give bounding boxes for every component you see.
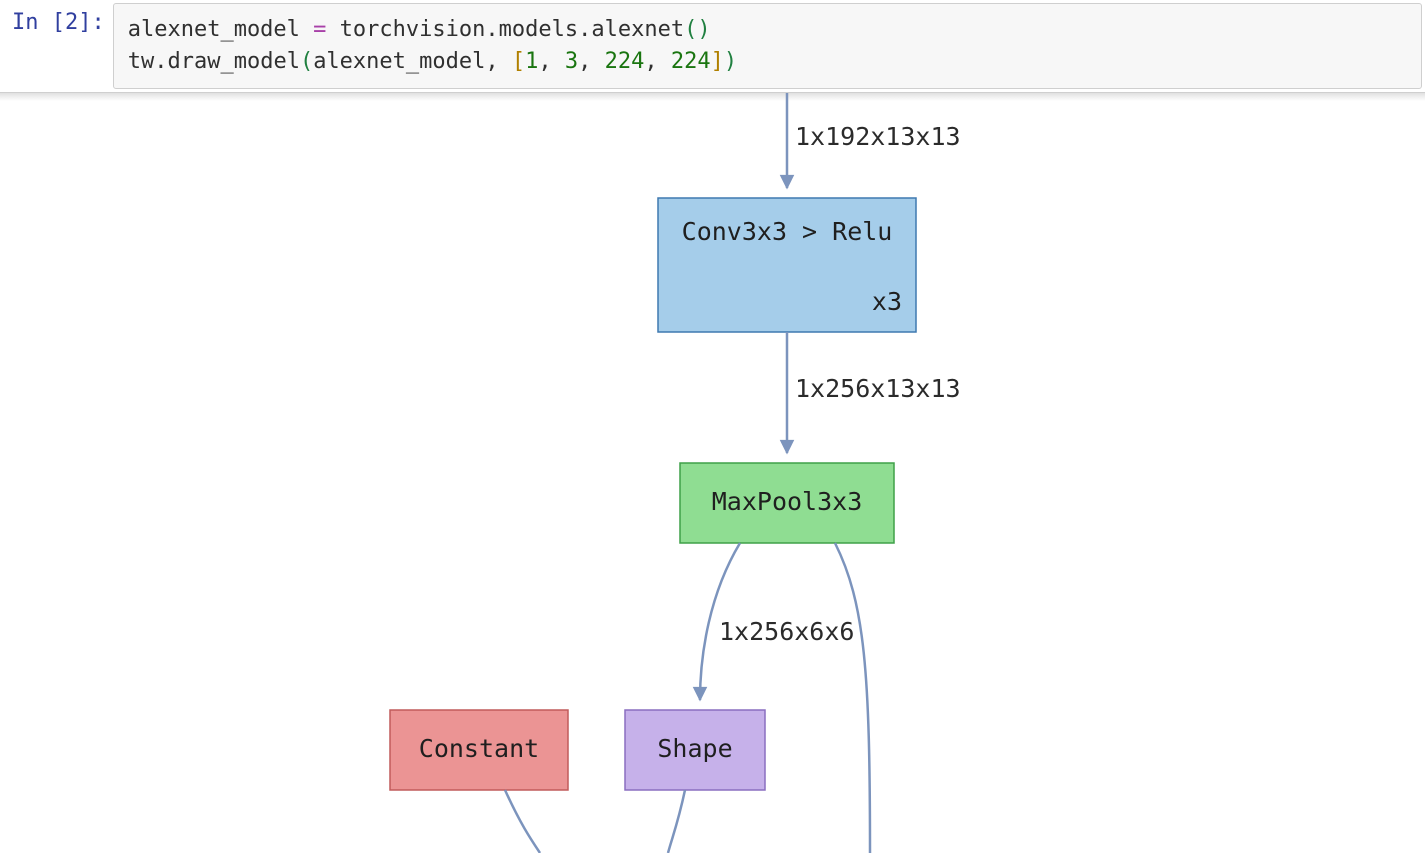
model-diagram[interactable]: 1x192x13x13 Conv3x3 > Relu x3 1x256x13x1… [0, 93, 1425, 853]
prompt-prefix: In [ [12, 10, 65, 35]
code-editor[interactable]: alexnet_model = torchvision.models.alexn… [113, 3, 1422, 89]
node-conv-label: Conv3x3 > Relu [682, 217, 893, 246]
edge-label-2: 1x256x13x13 [795, 374, 961, 403]
edge-label-1: 1x192x13x13 [795, 122, 961, 151]
prompt-number: 2 [65, 10, 78, 35]
edge-shape-down [668, 790, 685, 853]
node-maxpool-label: MaxPool3x3 [712, 487, 863, 516]
node-constant-label: Constant [419, 734, 539, 763]
notebook-input-cell: In [2]: alexnet_model = torchvision.mode… [0, 0, 1425, 93]
node-conv-sublabel: x3 [872, 287, 902, 316]
node-shape-label: Shape [657, 734, 732, 763]
edge-constant-down [505, 790, 540, 853]
cell-prompt: In [2]: [0, 0, 113, 92]
edge-label-3: 1x256x6x6 [719, 617, 854, 646]
edge-maxpool-to-below [835, 543, 870, 853]
code-line-2: tw.draw_model(alexnet_model, [1, 3, 224,… [128, 46, 1407, 78]
code-line-1: alexnet_model = torchvision.models.alexn… [128, 14, 1407, 46]
cell-output: 1x192x13x13 Conv3x3 > Relu x3 1x256x13x1… [0, 93, 1425, 853]
prompt-suffix: ]: [78, 10, 105, 35]
